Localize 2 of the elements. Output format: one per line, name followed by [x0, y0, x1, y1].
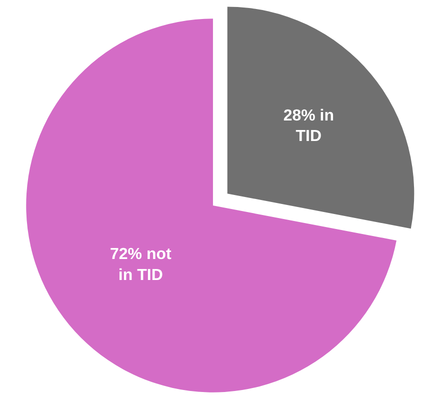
slice-label: 72% not in TID [110, 246, 172, 284]
slice-label: 28% in TID [283, 107, 334, 146]
